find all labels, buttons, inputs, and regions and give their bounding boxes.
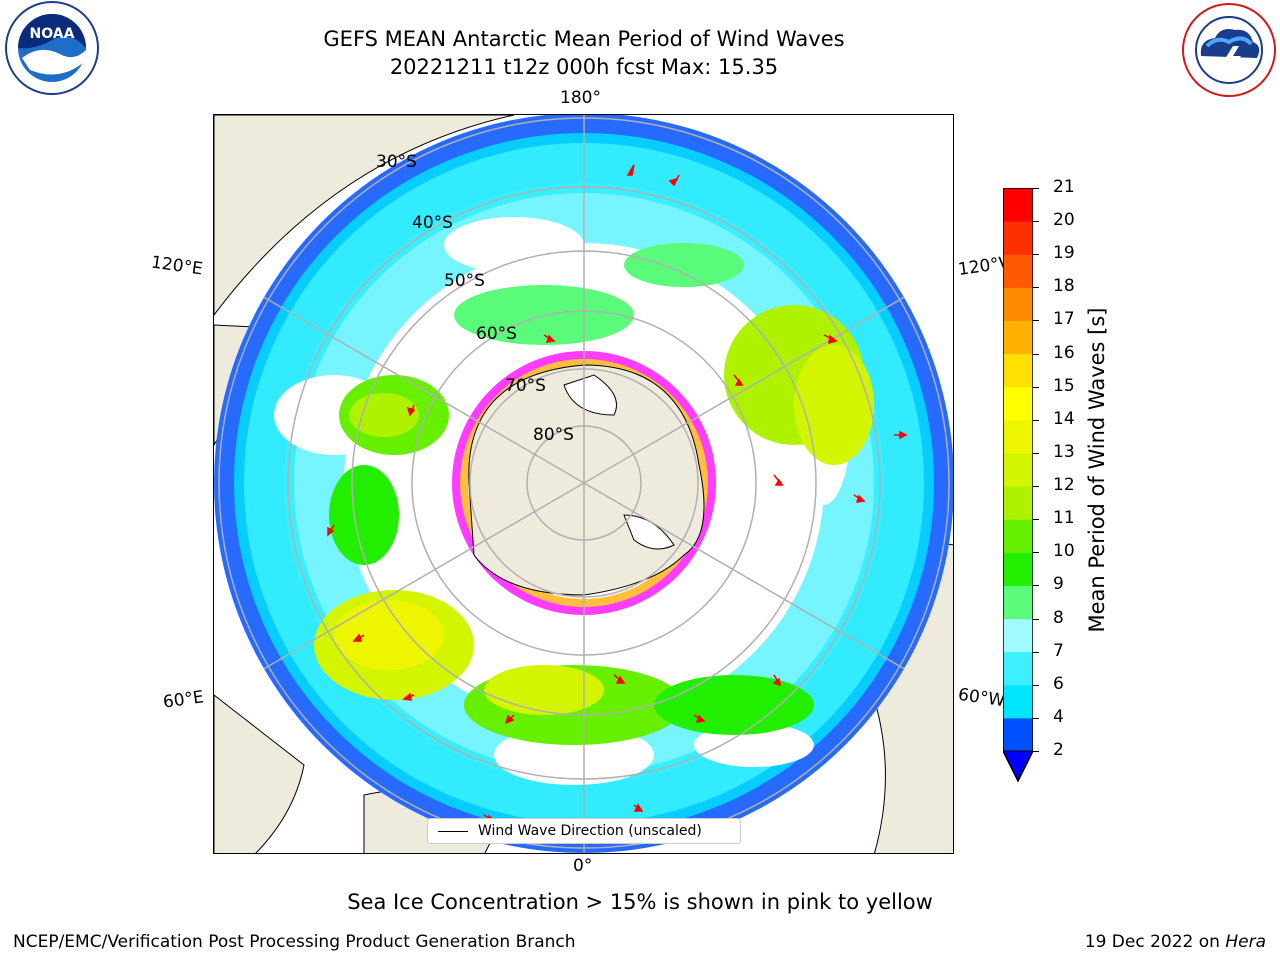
colorbar-tick-label: 9 bbox=[1053, 574, 1064, 595]
colorbar-outline bbox=[1003, 188, 1033, 783]
colorbar-tick-label: 10 bbox=[1053, 541, 1075, 562]
colorbar-tick-label: 17 bbox=[1053, 309, 1075, 330]
longitude-label-60w: 60°W bbox=[956, 684, 1007, 712]
colorbar-band bbox=[1003, 254, 1033, 288]
colorbar-tick-mark bbox=[1033, 452, 1039, 454]
latitude-label-70s: 70°S bbox=[505, 376, 546, 396]
wind-wave-arrows bbox=[327, 164, 908, 823]
date-line: 19 Dec 2022 on Hera bbox=[1085, 932, 1266, 952]
colorbar-tick-label: 20 bbox=[1053, 210, 1075, 231]
colorbar-band bbox=[1003, 519, 1033, 553]
date-text: 19 Dec 2022 on bbox=[1084, 932, 1220, 952]
noaa-logo-text: NOAA bbox=[30, 26, 75, 42]
colorbar-tick-mark bbox=[1033, 386, 1039, 388]
colorbar-tick-label: 7 bbox=[1053, 640, 1064, 661]
colorbar-tick-label: 21 bbox=[1053, 177, 1075, 197]
graticule bbox=[214, 115, 953, 853]
colorbar-tick-mark bbox=[1033, 519, 1039, 521]
colorbar-tick-mark bbox=[1033, 684, 1039, 686]
colorbar-tick-mark bbox=[1033, 585, 1039, 587]
colorbar-tick-mark bbox=[1033, 221, 1039, 223]
colorbar-label: Mean Period of Wind Waves [s] bbox=[1085, 307, 1109, 633]
sea-ice-note: Sea Ice Concentration > 15% is shown in … bbox=[347, 890, 933, 914]
polar-map bbox=[213, 114, 954, 854]
longitude-label-180: 180° bbox=[560, 88, 601, 108]
colorbar-band bbox=[1003, 452, 1033, 487]
colorbar-band bbox=[1003, 320, 1033, 355]
colorbar-tick-label: 13 bbox=[1053, 441, 1075, 462]
colorbar-band bbox=[1003, 419, 1033, 454]
colorbar-tick-label: 8 bbox=[1053, 607, 1064, 628]
colorbar-tick-label: 2 bbox=[1053, 740, 1064, 760]
colorbar-band bbox=[1003, 552, 1033, 586]
map-canvas bbox=[214, 115, 953, 853]
latitude-label-50s: 50°S bbox=[444, 271, 485, 291]
legend-line-swatch bbox=[438, 830, 468, 832]
colorbar-band bbox=[1003, 618, 1033, 653]
colorbar-tick-label: 16 bbox=[1053, 342, 1075, 363]
nws-logo-icon bbox=[1182, 3, 1276, 97]
latitude-label-60s: 60°S bbox=[476, 324, 517, 344]
colorbar-tick-mark bbox=[1033, 320, 1039, 322]
colorbar-extend-arrow bbox=[1003, 750, 1033, 783]
machine-name: Hera bbox=[1225, 932, 1266, 952]
colorbar-band bbox=[1003, 651, 1033, 686]
colorbar bbox=[1003, 188, 1033, 783]
colorbar-tick-mark bbox=[1033, 419, 1039, 421]
colorbar-tick-mark bbox=[1033, 486, 1039, 488]
colorbar-band bbox=[1003, 287, 1033, 321]
land-africa-madagascar bbox=[214, 694, 305, 853]
longitude-label-120e: 120°E bbox=[149, 252, 204, 280]
noaa-logo-icon: NOAA bbox=[5, 1, 99, 95]
colorbar-tick-mark bbox=[1033, 618, 1039, 620]
chart-subtitle: 20221211 t12z 000h fcst Max: 15.35 bbox=[389, 55, 779, 79]
colorbar-tick-mark bbox=[1033, 552, 1039, 554]
legend-label: Wind Wave Direction (unscaled) bbox=[478, 823, 702, 839]
chart-title: GEFS MEAN Antarctic Mean Period of Wind … bbox=[323, 27, 845, 51]
longitude-label-0: 0° bbox=[573, 856, 593, 876]
colorbar-band bbox=[1003, 386, 1033, 421]
land-nz-region bbox=[214, 115, 515, 316]
longitude-label-60e: 60°E bbox=[161, 687, 206, 713]
colorbar-tick-mark bbox=[1033, 717, 1039, 719]
colorbar-band bbox=[1003, 684, 1033, 719]
colorbar-tick-label: 18 bbox=[1053, 276, 1075, 297]
colorbar-tick-label: 19 bbox=[1053, 243, 1075, 264]
colorbar-band bbox=[1003, 585, 1033, 620]
colorbar-tick-mark bbox=[1033, 287, 1039, 289]
colorbar-tick-mark bbox=[1033, 751, 1039, 752]
colorbar-band bbox=[1003, 486, 1033, 520]
colorbar-band bbox=[1003, 221, 1033, 255]
colorbar-tick-mark bbox=[1033, 188, 1039, 189]
wave-field bbox=[214, 115, 953, 853]
colorbar-tick-label: 4 bbox=[1053, 706, 1064, 727]
colorbar-tick-mark bbox=[1033, 651, 1039, 653]
latitude-label-80s: 80°S bbox=[533, 425, 574, 445]
map-legend: Wind Wave Direction (unscaled) bbox=[427, 818, 741, 844]
latitude-label-40s: 40°S bbox=[412, 213, 453, 233]
colorbar-band bbox=[1003, 353, 1033, 388]
colorbar-tick-label: 15 bbox=[1053, 375, 1075, 396]
colorbar-tick-mark bbox=[1033, 254, 1039, 256]
colorbar-band bbox=[1003, 188, 1033, 222]
colorbar-band bbox=[1003, 717, 1033, 752]
colorbar-tick-label: 12 bbox=[1053, 475, 1075, 496]
colorbar-tick-mark bbox=[1033, 353, 1039, 355]
colorbar-tick-label: 6 bbox=[1053, 673, 1064, 694]
latitude-label-30s: 30°S bbox=[376, 152, 417, 172]
colorbar-tick-label: 11 bbox=[1053, 508, 1075, 529]
credit-line: NCEP/EMC/Verification Post Processing Pr… bbox=[13, 932, 576, 952]
colorbar-tick-label: 14 bbox=[1053, 408, 1075, 429]
